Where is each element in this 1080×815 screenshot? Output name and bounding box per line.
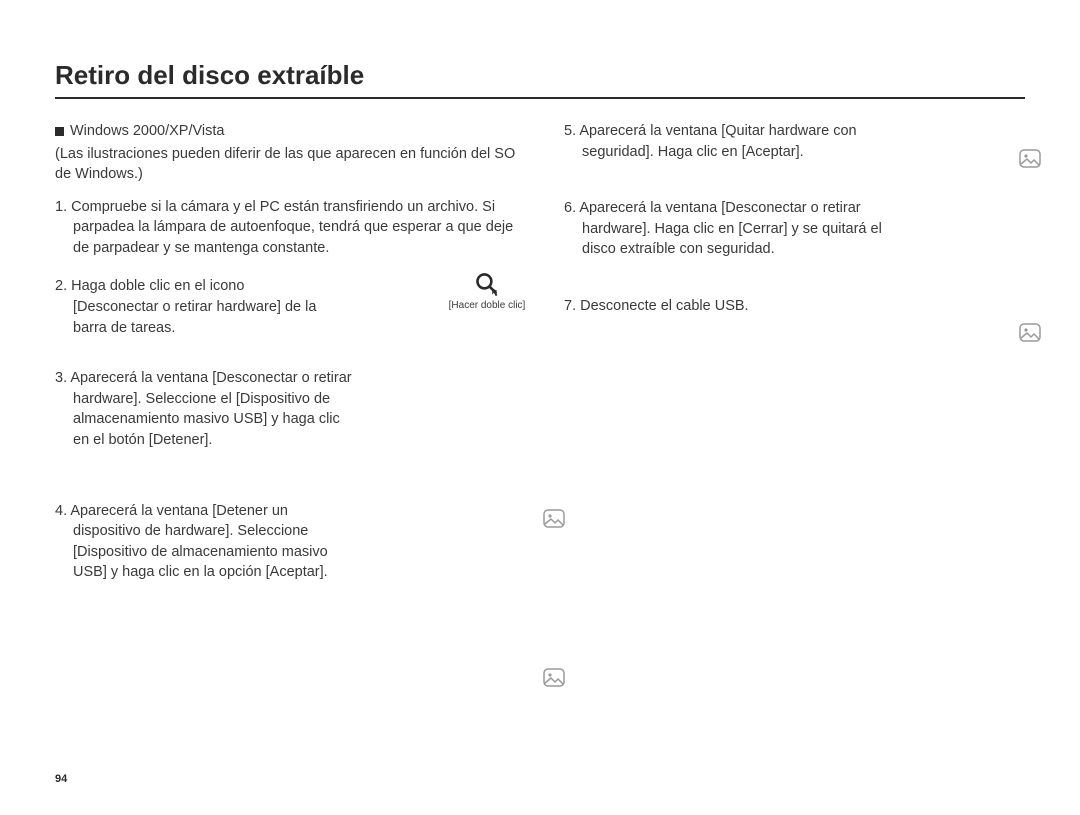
subheading-text: Windows 2000/XP/Vista <box>70 121 224 142</box>
step-2-text: 2. Haga doble clic en el icono [Desconec… <box>55 276 325 338</box>
columns: Windows 2000/XP/Vista (Las ilustraciones… <box>55 121 1025 601</box>
title-rule <box>55 97 1025 99</box>
left-column: Windows 2000/XP/Vista (Las ilustraciones… <box>55 121 516 601</box>
subheading-row: Windows 2000/XP/Vista <box>55 121 516 142</box>
right-column: 5. Aparecerá la ventana [Quitar hardware… <box>564 121 1025 601</box>
step-4: 4. Aparecerá la ventana [Detener un disp… <box>55 501 355 583</box>
page-number: 94 <box>55 773 67 785</box>
step-3: 3. Aparecerá la ventana [Desconectar o r… <box>55 368 355 450</box>
step-5: 5. Aparecerá la ventana [Quitar hardware… <box>564 121 884 162</box>
magnifier-cursor-icon <box>474 271 500 297</box>
os-note: (Las ilustraciones pueden diferir de las… <box>55 144 516 185</box>
step-1: 1. Compruebe si la cámara y el PC están … <box>55 197 516 259</box>
screenshot-placeholder-icon <box>542 507 566 531</box>
step-6: 6. Aparecerá la ventana [Desconectar o r… <box>564 198 884 260</box>
title-section: Retiro del disco extraíble <box>55 60 1025 99</box>
manual-page: Retiro del disco extraíble Windows 2000/… <box>0 0 1080 815</box>
square-bullet-icon <box>55 127 64 136</box>
step-7: 7. Desconecte el cable USB. <box>564 296 1025 317</box>
double-click-label: [Hacer doble clic] <box>427 299 547 313</box>
screenshot-placeholder-icon <box>542 666 566 690</box>
screenshot-placeholder-icon <box>1018 147 1042 171</box>
page-title: Retiro del disco extraíble <box>55 60 1025 95</box>
double-click-callout: [Hacer doble clic] <box>427 271 547 313</box>
screenshot-placeholder-icon <box>1018 321 1042 345</box>
